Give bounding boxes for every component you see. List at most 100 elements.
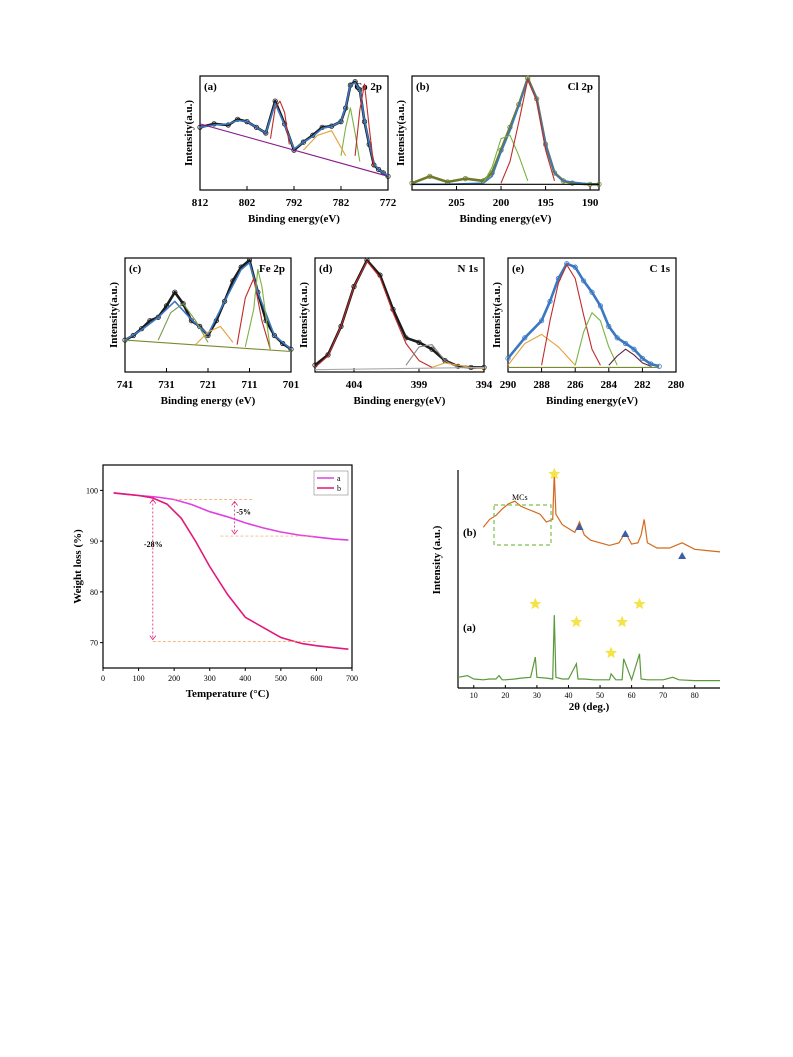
x-axis-label: Binding energy (eV) — [161, 395, 256, 407]
x-tick-label: 0 — [101, 674, 105, 683]
series-peak-3 — [574, 312, 618, 366]
xps-panel-d: 404 399 394 Binding energy(eV) Intensity(a.u… — [298, 257, 493, 407]
series-peak-2 — [405, 344, 459, 368]
data-point — [338, 323, 344, 329]
legend-label-b: b — [337, 484, 341, 493]
x-tick-label: 741 — [117, 379, 134, 391]
panel-label: (e) — [512, 263, 525, 275]
x-tick-label: 290 — [500, 379, 517, 391]
data-point — [163, 303, 170, 309]
x-tick-label: 772 — [380, 197, 397, 209]
label-mcs: MCs — [512, 493, 528, 502]
data-point — [235, 116, 241, 122]
series-peak-3 — [269, 100, 290, 145]
star-marker-a — [633, 597, 646, 610]
series-peak-1 — [507, 333, 576, 366]
tga-series-a — [113, 492, 349, 541]
series-raw-0 — [124, 259, 292, 351]
panel-label: (b) — [416, 81, 430, 93]
x-tick-label: 399 — [411, 379, 428, 391]
x-tick-label: 731 — [158, 379, 175, 391]
annotation-28pct: -28% — [144, 540, 163, 549]
triangle-marker-b — [575, 523, 584, 530]
x-tick-label: 70 — [659, 691, 667, 700]
x-axis-label: Binding energy(eV) — [460, 213, 552, 225]
panel-label: (c) — [129, 263, 142, 275]
x-tick-label: 721 — [200, 379, 217, 391]
legend-label-a: a — [337, 474, 341, 483]
data-point — [375, 166, 382, 173]
arrow-head — [149, 498, 157, 504]
panel-title: C 1s — [650, 263, 671, 275]
data-point — [522, 335, 528, 341]
y-axis-label: Intensity(a.u.) — [491, 282, 503, 348]
star-marker-a — [529, 597, 542, 610]
x-tick-label: 300 — [204, 674, 216, 683]
data-point — [222, 298, 228, 304]
x-tick-label: 190 — [582, 197, 599, 209]
x-tick-label: 792 — [286, 197, 303, 209]
xps-panel-c: 741 731 721 711 701 Binding energy (eV) Intens… — [108, 257, 299, 407]
data-point — [538, 318, 545, 324]
data-point — [385, 173, 391, 179]
star-marker-a — [605, 646, 618, 659]
y-tick-label: 70 — [90, 639, 98, 648]
data-point — [547, 298, 553, 304]
y-tick-label: 90 — [90, 537, 98, 546]
y-axis-label: Intensity(a.u.) — [298, 282, 310, 348]
series-baseline-2 — [199, 123, 389, 177]
x-tick-label: 200 — [168, 674, 180, 683]
x-tick-label: 284 — [601, 379, 618, 391]
triangle-marker-b — [678, 552, 687, 559]
star-marker-b — [548, 467, 561, 480]
plot-frame — [102, 464, 353, 669]
data-point — [597, 303, 604, 309]
x-tick-label: 600 — [310, 674, 322, 683]
tga-chart: 0 100 200 300 400 500 600 700 70 80 90 100 Temperatu… — [72, 464, 358, 700]
data-point — [614, 335, 620, 341]
x-tick-label: 80 — [691, 691, 699, 700]
x-tick-label: 400 — [239, 674, 251, 683]
legend-box — [313, 470, 349, 496]
series-raw-0 — [314, 259, 484, 369]
x-tick-label: 700 — [346, 674, 358, 683]
series-peak-3 — [157, 303, 209, 343]
series-peak-6 — [303, 130, 347, 157]
series-peak-1 — [314, 260, 433, 368]
xps-panel-b: 205 200 195 190 Binding energy(eV) Intensity(… — [395, 75, 602, 225]
x-tick-label: 288 — [533, 379, 550, 391]
series-peak-4 — [236, 277, 271, 350]
mcs-box — [493, 504, 552, 546]
x-axis-label: 2θ (deg.) — [569, 701, 610, 713]
x-tick-label: 200 — [493, 197, 510, 209]
data-point — [606, 323, 612, 329]
data-point — [656, 363, 662, 369]
series-baseline-4 — [314, 366, 485, 371]
data-point — [253, 124, 259, 130]
x-axis-label: Binding energy(eV) — [248, 213, 340, 225]
plot-frame — [507, 257, 677, 373]
arrow-head — [149, 635, 157, 641]
series-envelope-1 — [124, 261, 292, 350]
data-point — [572, 264, 578, 270]
plot-bg — [455, 467, 720, 690]
series-raw-0 — [506, 262, 660, 368]
data-point — [427, 173, 433, 179]
x-tick-label: 50 — [596, 691, 604, 700]
x-tick-label: 286 — [567, 379, 584, 391]
y-axis-label: Intensity (a.u.) — [431, 525, 443, 594]
x-axis-label: Binding energy(eV) — [354, 395, 446, 407]
data-point — [505, 355, 511, 361]
x-tick-label: 30 — [533, 691, 541, 700]
data-point — [225, 122, 231, 128]
data-point — [569, 180, 575, 186]
y-axis-label: Weight loss (%) — [72, 529, 84, 604]
data-point — [429, 346, 435, 352]
panel-title: N 1s — [458, 263, 479, 275]
x-tick-label: 282 — [634, 379, 651, 391]
data-point — [351, 283, 357, 290]
y-axis-label: Intensity(a.u.) — [395, 100, 407, 166]
star-marker-a — [616, 615, 629, 628]
data-point — [462, 176, 469, 182]
